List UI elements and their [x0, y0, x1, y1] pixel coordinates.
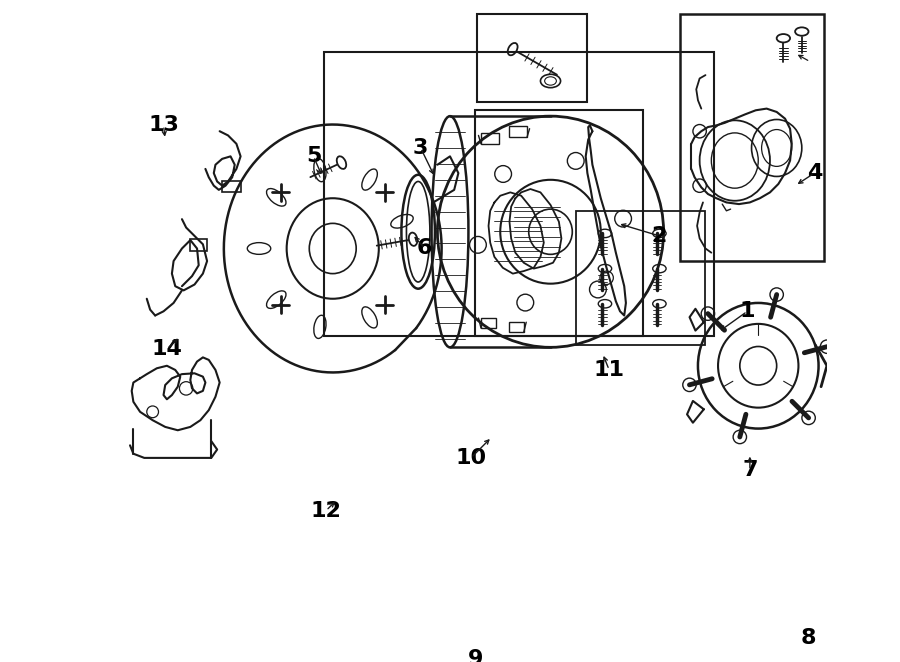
Bar — [508, 322, 524, 332]
Bar — [190, 239, 207, 251]
Text: 1: 1 — [740, 301, 755, 321]
Text: 12: 12 — [310, 500, 341, 521]
Bar — [680, 14, 824, 261]
Text: 14: 14 — [151, 339, 183, 359]
Text: 10: 10 — [455, 448, 487, 468]
Bar — [222, 181, 240, 193]
Text: 13: 13 — [148, 115, 179, 135]
Text: 9: 9 — [467, 649, 482, 662]
Text: 4: 4 — [806, 163, 822, 183]
Bar — [481, 318, 496, 328]
Text: 11: 11 — [594, 360, 625, 380]
Text: 6: 6 — [417, 238, 433, 258]
Bar — [481, 133, 500, 144]
Text: 7: 7 — [742, 461, 758, 481]
Bar — [324, 52, 714, 336]
Bar — [508, 126, 527, 137]
Text: 5: 5 — [306, 146, 321, 166]
Bar — [477, 14, 588, 102]
Text: 2: 2 — [652, 226, 667, 246]
Bar — [576, 211, 706, 345]
Text: 8: 8 — [801, 628, 816, 648]
Text: 3: 3 — [413, 138, 428, 158]
Bar — [475, 111, 643, 336]
